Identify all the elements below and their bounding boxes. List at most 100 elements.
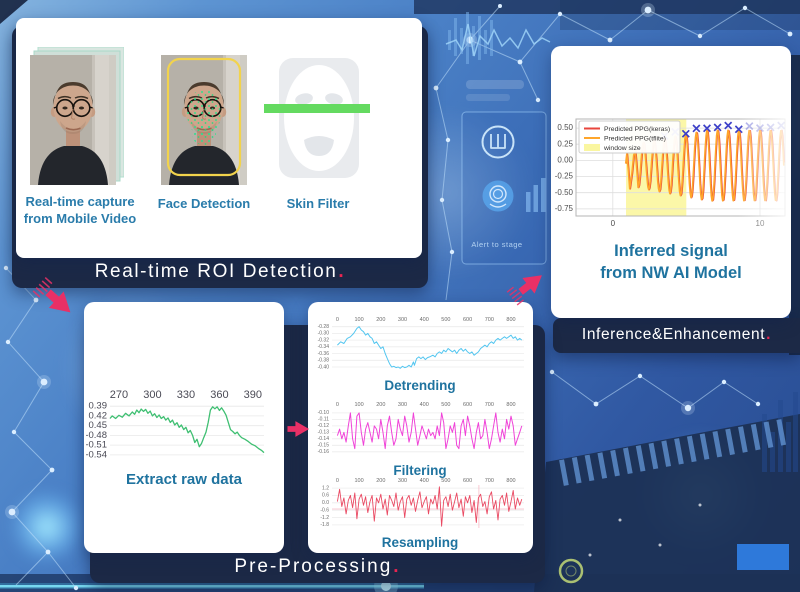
svg-text:200: 200: [376, 317, 385, 323]
svg-text:0.39: 0.39: [89, 401, 108, 412]
alert-label: Alert to stage: [471, 240, 522, 249]
bar-row: [559, 419, 787, 486]
mask-eye: [325, 93, 343, 105]
preprocessing-banner: Pre-Processing.: [234, 556, 401, 577]
svg-text:Predicted PPG(tflite): Predicted PPG(tflite): [604, 135, 666, 142]
svg-text:-0.75: -0.75: [555, 204, 574, 213]
svg-text:270: 270: [110, 389, 128, 401]
ring-icon: [558, 558, 584, 584]
blue-chip: [737, 544, 789, 570]
mask-eye: [295, 93, 313, 105]
svg-text:800: 800: [506, 402, 515, 408]
svg-text:300: 300: [398, 478, 407, 484]
glow-dot: [381, 581, 391, 591]
svg-text:800: 800: [506, 317, 515, 323]
corner-shade: [0, 0, 28, 24]
scatter-dots: [588, 503, 702, 557]
detrending-chart: -0.28 -0.30 -0.32 -0.34 -0.36 -0.38 -0.40 0 100 2…: [310, 312, 530, 376]
svg-text:0: 0: [336, 402, 339, 408]
svg-text:500: 500: [441, 478, 450, 484]
svg-text:window size: window size: [603, 145, 641, 152]
svg-text:100: 100: [355, 317, 364, 323]
banner-period: .: [766, 326, 772, 343]
svg-text:-0.51: -0.51: [86, 440, 107, 451]
svg-text:300: 300: [398, 317, 407, 323]
fingerprint-icon: [482, 180, 514, 212]
face-bounding-box: [166, 57, 242, 177]
svg-text:-0.10: -0.10: [318, 410, 330, 416]
svg-text:1.2: 1.2: [322, 485, 329, 491]
w-icon: [481, 125, 515, 159]
svg-text:0.6: 0.6: [322, 493, 329, 499]
svg-text:-0.25: -0.25: [555, 172, 574, 181]
label-face-detection: Face Detection: [157, 196, 251, 211]
skin-filter-icon: [264, 58, 370, 178]
svg-text:100: 100: [355, 478, 364, 484]
svg-text:-0.34: -0.34: [318, 344, 330, 350]
svg-text:-0.32: -0.32: [318, 337, 330, 343]
ecg-line: [445, 23, 551, 57]
top-strip-soft: [560, 0, 800, 30]
svg-text:0.50: 0.50: [557, 123, 573, 132]
inference-chart: 0.50 0.25 0.00 -0.25 -0.50 -0.75 0 10 Predicted …: [550, 114, 788, 232]
face-detection-photo: [160, 55, 248, 185]
label-mobile-capture: Real-time capture from Mobile Video: [23, 194, 137, 226]
svg-text:200: 200: [376, 478, 385, 484]
svg-text:200: 200: [376, 402, 385, 408]
detrending-caption: Detrending: [384, 378, 456, 393]
banner-period: .: [338, 261, 346, 282]
mask-mouth: [304, 136, 334, 156]
svg-text:400: 400: [420, 478, 429, 484]
filtering-caption: Filtering: [393, 463, 447, 478]
glow-line-core: [0, 585, 424, 588]
svg-text:330: 330: [177, 389, 195, 401]
filtering-chart: -0.10 -0.11 -0.12 -0.13 -0.14 -0.15 -0.16 0 100 2…: [310, 397, 530, 461]
svg-text:700: 700: [485, 478, 494, 484]
svg-text:-0.36: -0.36: [318, 351, 330, 357]
svg-text:400: 400: [420, 317, 429, 323]
resampling-chart: 1.2 0.6 0.0 -0.6 -1.2 -1.8 0 100 200 300 400 500 600…: [310, 474, 530, 532]
svg-text:100: 100: [355, 402, 364, 408]
svg-text:0.00: 0.00: [557, 156, 573, 165]
svg-text:-0.38: -0.38: [318, 358, 330, 364]
inference-banner-bar: [553, 318, 800, 353]
svg-text:-0.48: -0.48: [86, 430, 107, 441]
roi-banner: Real-time ROI Detection.: [94, 261, 346, 282]
svg-text:300: 300: [143, 389, 161, 401]
svg-text:-0.54: -0.54: [86, 449, 107, 460]
face-mesh-dots: [187, 89, 221, 137]
svg-text:0: 0: [336, 317, 339, 323]
label-skin-filter: Skin Filter: [286, 196, 350, 211]
svg-text:600: 600: [463, 478, 472, 484]
svg-text:600: 600: [463, 317, 472, 323]
svg-text:0: 0: [611, 219, 616, 228]
svg-text:0.25: 0.25: [557, 139, 573, 148]
extract-caption: Extract raw data: [126, 471, 242, 488]
svg-text:0.0: 0.0: [322, 500, 329, 506]
extract-card: [84, 302, 284, 553]
inference-banner: Inference&Enhancement.: [581, 326, 772, 343]
svg-text:-0.15: -0.15: [318, 443, 330, 449]
svg-text:700: 700: [485, 317, 494, 323]
svg-text:-0.40: -0.40: [318, 364, 330, 370]
svg-text:800: 800: [506, 478, 515, 484]
svg-text:-0.6: -0.6: [320, 508, 329, 514]
top-strip: [414, 0, 800, 14]
svg-text:-0.28: -0.28: [318, 324, 330, 330]
svg-text:-1.8: -1.8: [320, 522, 329, 528]
svg-text:10: 10: [756, 219, 765, 228]
svg-text:-0.12: -0.12: [318, 423, 330, 429]
mini-bars: [526, 178, 546, 212]
svg-text:-1.2: -1.2: [320, 515, 329, 521]
phone-panel: Alert to stage: [461, 80, 547, 265]
svg-text:0.42: 0.42: [89, 410, 108, 421]
scan-bar: [264, 104, 370, 113]
right-edge-shade: [789, 55, 800, 355]
svg-text:-0.50: -0.50: [555, 188, 574, 197]
svg-text:0.45: 0.45: [89, 420, 108, 431]
svg-text:-0.11: -0.11: [318, 417, 329, 423]
extract-raw-chart: 0.39 0.42 0.45 -0.48 -0.51 -0.54 270 300 330 360 3…: [86, 386, 274, 468]
mask-face: [284, 65, 354, 171]
svg-text:700: 700: [485, 402, 494, 408]
